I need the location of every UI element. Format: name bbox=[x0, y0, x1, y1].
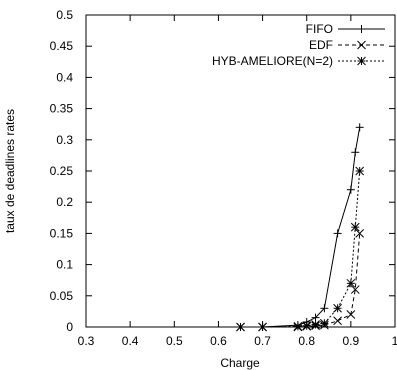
x-tick-label: 0.9 bbox=[343, 334, 360, 348]
data-point bbox=[357, 40, 366, 50]
series-layer bbox=[236, 123, 365, 332]
data-point bbox=[351, 148, 360, 157]
data-point bbox=[355, 123, 364, 132]
y-tick-label: 0 bbox=[66, 320, 73, 334]
data-point bbox=[320, 318, 329, 328]
data-point bbox=[311, 320, 320, 329]
data-point bbox=[346, 278, 356, 288]
data-point bbox=[320, 304, 329, 313]
series-hyb-ameliore-n-2 bbox=[236, 166, 365, 332]
legend-item: HYB-AMELIORE(N=2) bbox=[212, 54, 385, 68]
legend-item: FIFO bbox=[306, 22, 385, 36]
x-tick-label: 1 bbox=[392, 334, 397, 348]
data-point bbox=[333, 229, 342, 238]
y-tick-label: 0.25 bbox=[50, 164, 74, 178]
data-point bbox=[333, 316, 342, 326]
x-tick-label: 0.4 bbox=[122, 334, 139, 348]
series-edf bbox=[236, 229, 365, 332]
y-tick-label: 0.3 bbox=[56, 133, 73, 147]
series-line bbox=[240, 233, 361, 328]
data-point bbox=[357, 25, 366, 33]
data-point bbox=[311, 313, 320, 322]
y-tick-label: 0.2 bbox=[56, 195, 73, 209]
x-tick-label: 0.8 bbox=[298, 334, 315, 348]
data-point bbox=[355, 166, 365, 176]
data-point bbox=[350, 285, 360, 294]
legend: FIFO EDF HYB-AMELIORE(N=2) bbox=[212, 22, 385, 68]
x-tick-label: 0.6 bbox=[210, 334, 227, 348]
legend-label: FIFO bbox=[306, 22, 333, 36]
legend-item: EDF bbox=[309, 38, 385, 52]
data-point bbox=[302, 321, 312, 331]
x-tick-label: 0.7 bbox=[254, 334, 271, 348]
x-axis-title: Charge bbox=[220, 356, 260, 370]
data-point bbox=[293, 322, 303, 331]
y-tick-label: 0.05 bbox=[50, 289, 74, 303]
data-point bbox=[333, 303, 342, 313]
data-point bbox=[346, 310, 356, 319]
legend-label: HYB-AMELIORE(N=2) bbox=[212, 54, 333, 68]
series-fifo bbox=[236, 123, 364, 331]
axis-ticks bbox=[85, 14, 396, 328]
y-tick-label: 0.35 bbox=[50, 102, 74, 116]
series-line bbox=[240, 170, 361, 328]
y-tick-label: 0.5 bbox=[56, 8, 73, 22]
data-point bbox=[236, 322, 245, 332]
series-line bbox=[240, 127, 361, 328]
legend-label: EDF bbox=[309, 38, 333, 52]
data-point bbox=[258, 322, 267, 332]
y-tick-label: 0.15 bbox=[50, 226, 74, 240]
data-point bbox=[346, 185, 355, 194]
y-axis-title: taux de deadlines rates bbox=[3, 109, 17, 233]
y-tick-label: 0.1 bbox=[56, 258, 73, 272]
tick-labels: 0.3 0.4 0.5 0.6 0.7 0.8 0.9 1 0 0.05 0.1 0.15 0.2 0.2… bbox=[50, 8, 397, 348]
data-point bbox=[350, 222, 360, 232]
x-tick-label: 0.3 bbox=[78, 334, 95, 348]
data-point bbox=[357, 56, 366, 66]
y-tick-label: 0.45 bbox=[50, 39, 74, 53]
y-tick-label: 0.4 bbox=[56, 70, 73, 84]
data-point bbox=[355, 229, 365, 238]
x-tick-label: 0.5 bbox=[166, 334, 183, 348]
